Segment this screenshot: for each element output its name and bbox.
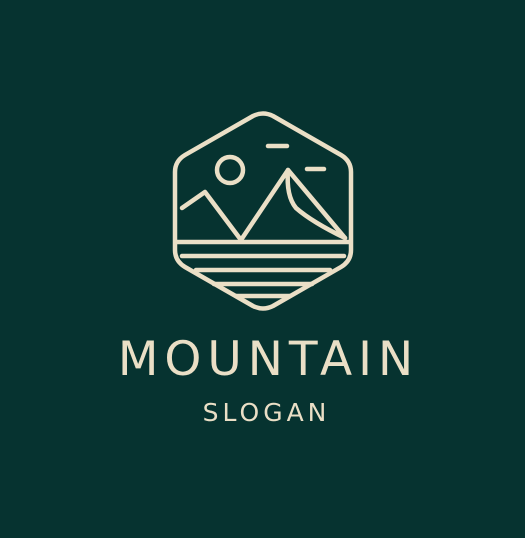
left-peak <box>179 189 244 243</box>
peak-ridge <box>285 167 348 241</box>
logo-title: MOUNTAIN <box>117 332 420 387</box>
sun-icon <box>214 154 246 186</box>
hexagon-frame <box>172 111 354 311</box>
logo-slogan: SLOGAN <box>202 398 331 427</box>
